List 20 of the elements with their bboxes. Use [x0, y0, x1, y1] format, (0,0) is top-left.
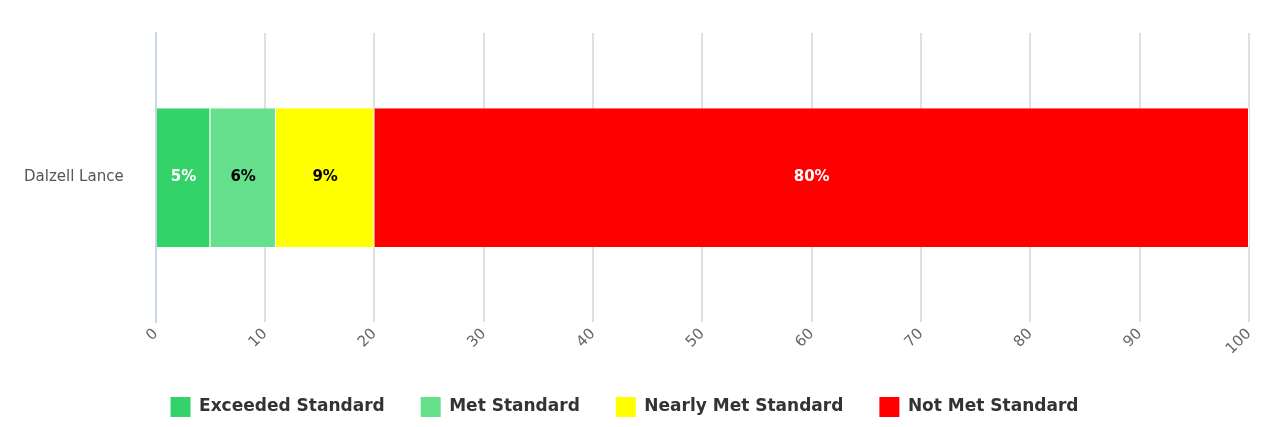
x-tick-label: 20	[353, 324, 380, 351]
x-tick-label: 80	[1009, 324, 1036, 351]
data-label: 9%	[312, 167, 338, 186]
x-tick-label: 40	[572, 324, 599, 351]
x-tick-label: 90	[1119, 324, 1146, 351]
x-tick-label: 60	[791, 324, 818, 351]
x-tick-label: 50	[681, 324, 708, 351]
data-label: 6%	[230, 167, 256, 186]
legend-label: Not Met Standard	[907, 395, 1079, 416]
x-tick-label: 30	[463, 324, 490, 351]
legend-label: Nearly Met Standard	[644, 395, 844, 416]
x-tick-label: 0	[141, 324, 162, 344]
x-tick-label: 10	[244, 324, 271, 351]
data-label: 5%	[170, 167, 197, 186]
legend-label: Met Standard	[449, 395, 580, 416]
data-label: 80%	[793, 167, 830, 186]
y-tick-label: Dalzell Lance	[23, 167, 124, 186]
x-tick-label: 70	[900, 324, 927, 351]
legend-label: Exceeded Standard	[199, 395, 385, 416]
x-tick-label: 100	[1221, 324, 1255, 358]
